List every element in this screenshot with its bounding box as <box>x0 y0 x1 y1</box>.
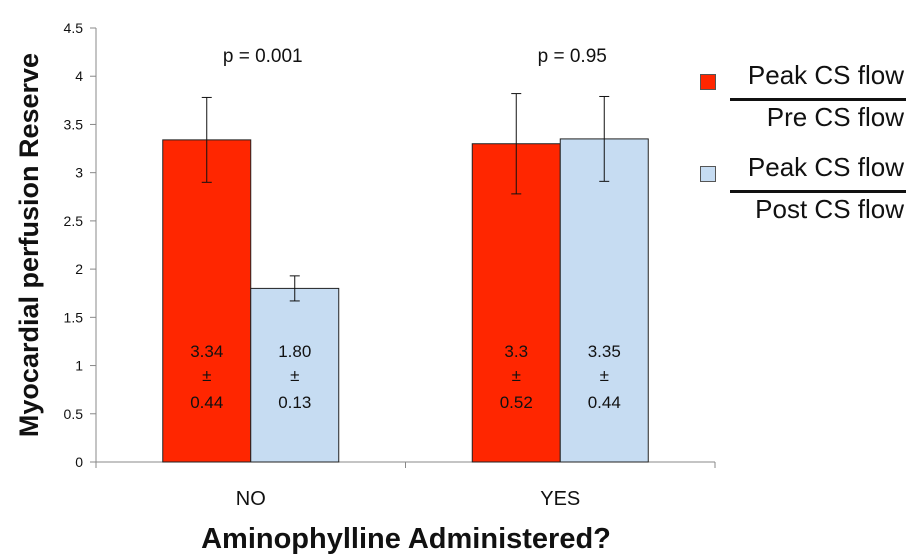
data-label: 3.3 <box>504 342 528 361</box>
y-tick-label: 1.5 <box>64 309 84 325</box>
data-label: ± <box>202 366 211 385</box>
y-tick-label: 3 <box>75 165 83 181</box>
p-value-annotation: p = 0.001 <box>223 46 303 67</box>
bar <box>559 138 649 463</box>
data-label: 0.44 <box>588 393 621 412</box>
legend-item: Peak CS flow Pre CS flow <box>700 60 908 152</box>
legend-denominator: Post CS flow <box>755 194 904 224</box>
data-label: ± <box>600 366 609 385</box>
bars <box>162 138 649 463</box>
legend-fraction-line <box>730 98 906 101</box>
x-tick-label: NO <box>236 488 266 510</box>
legend-item: Peak CS flow Post CS flow <box>700 152 908 244</box>
y-tick-label: 4.5 <box>64 20 84 36</box>
data-label: 0.13 <box>278 393 311 412</box>
legend: Peak CS flow Pre CS flow Peak CS flow Po… <box>700 60 908 244</box>
data-label: 1.80 <box>278 342 311 361</box>
y-ticks: 0 0.5 1 1.5 2 2.5 3 3.5 4 4.5 <box>64 20 96 470</box>
y-tick-label: 2 <box>75 261 83 277</box>
y-tick-label: 3.5 <box>64 116 84 132</box>
legend-swatch <box>700 74 716 90</box>
y-tick-label: 0 <box>75 454 83 470</box>
legend-denominator: Pre CS flow <box>766 102 904 132</box>
data-label: 0.44 <box>190 393 223 412</box>
x-ticks: NO YES <box>95 462 716 510</box>
data-label: 3.34 <box>190 342 223 361</box>
value-labels: 3.34 ±0.44 1.80 ±0.13 3.3 ±0.52 3.35 ±0.44 <box>190 342 621 412</box>
annotations: p = 0.001 p = 0.95 <box>223 46 607 67</box>
legend-numerator: Peak CS flow <box>747 152 904 182</box>
bar <box>471 143 561 463</box>
x-tick-label: YES <box>540 488 580 510</box>
data-label: ± <box>290 366 299 385</box>
y-tick-label: 4 <box>75 68 83 84</box>
bar <box>162 139 252 463</box>
y-tick-label: 1 <box>75 358 83 374</box>
error-bars <box>201 93 610 302</box>
legend-fraction-line <box>730 190 906 193</box>
bar <box>250 287 340 463</box>
y-axis-label: Myocardial perfusion Reserve <box>14 53 44 437</box>
y-tick-label: 2.5 <box>64 213 84 229</box>
data-label: ± <box>512 366 521 385</box>
y-tick-label: 0.5 <box>64 406 84 422</box>
legend-numerator: Peak CS flow <box>747 60 904 90</box>
data-label: 3.35 <box>588 342 621 361</box>
x-axis-label: Aminophylline Administered? <box>201 523 611 555</box>
p-value-annotation: p = 0.95 <box>538 46 607 67</box>
data-label: 0.52 <box>500 393 533 412</box>
legend-swatch <box>700 166 716 182</box>
